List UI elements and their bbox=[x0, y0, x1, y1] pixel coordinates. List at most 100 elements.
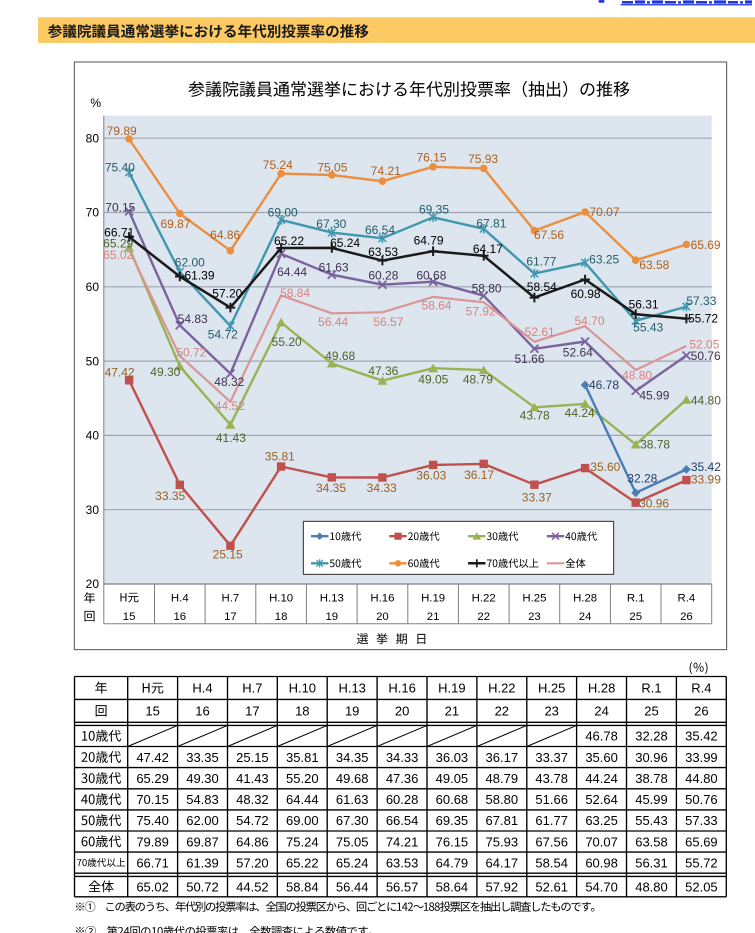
svg-text:54.70: 54.70 bbox=[585, 879, 618, 894]
svg-text:79.89: 79.89 bbox=[136, 834, 169, 849]
svg-text:25.15: 25.15 bbox=[236, 750, 269, 765]
svg-text:75.05: 75.05 bbox=[336, 834, 369, 849]
svg-text:26: 26 bbox=[680, 611, 693, 623]
svg-text:24: 24 bbox=[594, 704, 608, 719]
svg-text:17: 17 bbox=[224, 611, 237, 623]
svg-text:26: 26 bbox=[694, 704, 708, 719]
svg-text:60.28: 60.28 bbox=[368, 269, 398, 283]
svg-text:35.60: 35.60 bbox=[585, 750, 618, 765]
svg-text:67.81: 67.81 bbox=[476, 216, 506, 230]
svg-text:50.72: 50.72 bbox=[186, 879, 219, 894]
svg-text:H.10: H.10 bbox=[289, 681, 316, 696]
svg-text:44.80: 44.80 bbox=[691, 393, 721, 407]
svg-text:50: 50 bbox=[86, 354, 100, 368]
svg-text:33.37: 33.37 bbox=[535, 750, 568, 765]
svg-text:60.68: 60.68 bbox=[436, 792, 469, 807]
svg-text:H.22: H.22 bbox=[472, 593, 496, 605]
svg-text:67.30: 67.30 bbox=[336, 813, 369, 828]
svg-text:30.96: 30.96 bbox=[635, 750, 668, 765]
svg-text:70.15: 70.15 bbox=[105, 201, 135, 215]
svg-text:60: 60 bbox=[86, 280, 100, 294]
svg-text:45.99: 45.99 bbox=[639, 389, 669, 403]
svg-text:15: 15 bbox=[123, 611, 136, 623]
svg-text:60.28: 60.28 bbox=[386, 792, 419, 807]
svg-text:35.60: 35.60 bbox=[590, 460, 620, 474]
svg-text:52.61: 52.61 bbox=[535, 879, 568, 894]
svg-text:75.05: 75.05 bbox=[317, 161, 347, 175]
svg-text:55.72: 55.72 bbox=[688, 311, 718, 325]
svg-text:63.25: 63.25 bbox=[589, 253, 619, 267]
svg-text:58.54: 58.54 bbox=[527, 280, 557, 294]
svg-text:61.39: 61.39 bbox=[186, 855, 219, 870]
svg-text:74.21: 74.21 bbox=[386, 834, 419, 849]
svg-text:47.36: 47.36 bbox=[386, 771, 419, 786]
svg-text:15: 15 bbox=[145, 704, 159, 719]
svg-text:75.93: 75.93 bbox=[468, 152, 498, 166]
svg-text:56.44: 56.44 bbox=[318, 315, 348, 329]
svg-text:80: 80 bbox=[86, 131, 100, 145]
svg-text:69.35: 69.35 bbox=[436, 813, 469, 828]
svg-text:58.64: 58.64 bbox=[436, 879, 469, 894]
svg-text:46.78: 46.78 bbox=[589, 378, 619, 392]
svg-text:36.03: 36.03 bbox=[436, 750, 469, 765]
svg-text:47.42: 47.42 bbox=[136, 750, 169, 765]
svg-text:35.81: 35.81 bbox=[286, 750, 319, 765]
svg-text:52.05: 52.05 bbox=[689, 337, 719, 351]
svg-text:H.22: H.22 bbox=[488, 681, 515, 696]
svg-text:50.76: 50.76 bbox=[691, 349, 721, 363]
svg-text:51.66: 51.66 bbox=[514, 352, 544, 366]
svg-text:R.4: R.4 bbox=[678, 593, 696, 605]
svg-text:70: 70 bbox=[86, 206, 100, 220]
svg-text:H.10: H.10 bbox=[269, 593, 293, 605]
svg-text:66.54: 66.54 bbox=[365, 223, 395, 237]
svg-text:44.52: 44.52 bbox=[236, 879, 269, 894]
svg-text:55.20: 55.20 bbox=[286, 771, 319, 786]
svg-text:52.64: 52.64 bbox=[585, 792, 618, 807]
svg-text:19: 19 bbox=[325, 611, 338, 623]
svg-text:45.99: 45.99 bbox=[635, 792, 668, 807]
svg-text:38.78: 38.78 bbox=[640, 438, 670, 452]
svg-text:57.92: 57.92 bbox=[486, 879, 519, 894]
svg-text:65.24: 65.24 bbox=[330, 236, 360, 250]
svg-text:61.39: 61.39 bbox=[184, 269, 214, 283]
svg-text:65.69: 65.69 bbox=[691, 238, 721, 252]
svg-text:H.13: H.13 bbox=[320, 593, 344, 605]
svg-text:35.42: 35.42 bbox=[691, 460, 721, 474]
svg-text:H.7: H.7 bbox=[222, 593, 240, 605]
svg-text:64.44: 64.44 bbox=[286, 792, 319, 807]
svg-text:62.00: 62.00 bbox=[186, 813, 219, 828]
svg-text:61.63: 61.63 bbox=[319, 261, 349, 275]
svg-text:44.24: 44.24 bbox=[585, 771, 618, 786]
svg-text:69.87: 69.87 bbox=[186, 834, 219, 849]
svg-text:21: 21 bbox=[445, 704, 459, 719]
svg-text:H.25: H.25 bbox=[538, 681, 565, 696]
svg-text:16: 16 bbox=[195, 704, 209, 719]
svg-text:63.58: 63.58 bbox=[639, 258, 669, 272]
svg-text:69.00: 69.00 bbox=[286, 813, 319, 828]
svg-text:H.4: H.4 bbox=[171, 593, 189, 605]
svg-text:H.16: H.16 bbox=[370, 593, 394, 605]
svg-text:65.24: 65.24 bbox=[336, 855, 369, 870]
svg-text:67.56: 67.56 bbox=[535, 834, 568, 849]
svg-text:60.98: 60.98 bbox=[571, 287, 601, 301]
svg-text:36.17: 36.17 bbox=[486, 750, 519, 765]
svg-text:H.28: H.28 bbox=[588, 681, 615, 696]
svg-text:56.44: 56.44 bbox=[336, 879, 369, 894]
svg-text:32.28: 32.28 bbox=[627, 472, 657, 486]
svg-text:47.42: 47.42 bbox=[105, 365, 135, 379]
svg-text:51.66: 51.66 bbox=[535, 792, 568, 807]
svg-text:48.32: 48.32 bbox=[236, 792, 269, 807]
svg-text:65.69: 65.69 bbox=[685, 834, 718, 849]
svg-text:52.64: 52.64 bbox=[563, 346, 593, 360]
svg-text:57.33: 57.33 bbox=[685, 813, 718, 828]
svg-text:55.43: 55.43 bbox=[635, 813, 668, 828]
svg-text:49.30: 49.30 bbox=[186, 771, 219, 786]
svg-text:62.00: 62.00 bbox=[175, 256, 205, 270]
svg-text:61.77: 61.77 bbox=[526, 254, 556, 268]
svg-text:40: 40 bbox=[86, 429, 100, 443]
svg-text:49.30: 49.30 bbox=[150, 365, 180, 379]
svg-text:74.21: 74.21 bbox=[371, 164, 401, 178]
svg-text:61.77: 61.77 bbox=[535, 813, 568, 828]
svg-text:23: 23 bbox=[544, 704, 558, 719]
svg-text:63.58: 63.58 bbox=[635, 834, 668, 849]
